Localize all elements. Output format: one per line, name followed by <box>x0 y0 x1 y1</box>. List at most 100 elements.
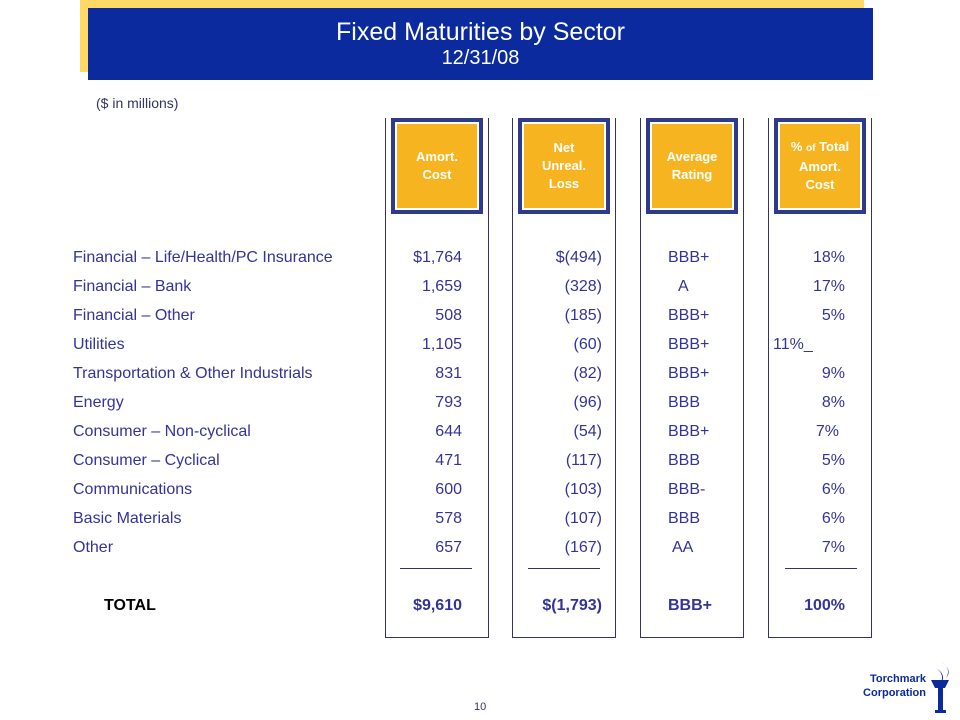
header-pct-total-line1: % of Total <box>790 139 850 154</box>
sector-label: Utilities <box>73 336 125 353</box>
rating-value: BBB <box>668 510 701 527</box>
rating-value: BBB+ <box>668 365 710 382</box>
company-name-line2: Corporation <box>863 687 926 699</box>
table-row: Energy 793 (96) BBB 8% <box>0 394 960 418</box>
sector-label: Transportation & Other Industrials <box>73 365 313 382</box>
sector-label: Consumer – Cyclical <box>73 452 220 469</box>
table-row: Financial – Life/Health/PC Insurance $1,7… <box>0 249 960 273</box>
net-unreal-loss-value: (54) <box>573 423 602 440</box>
rating-value: BBB+ <box>668 249 710 266</box>
table-row: Basic Materials 578 (107) BBB 6% <box>0 510 960 534</box>
pct-total-value: 5% <box>821 452 845 469</box>
amort-cost-value: 644 <box>435 423 462 440</box>
amort-cost-value: 1,659 <box>421 278 462 295</box>
header-amort-cost: Amort. Cost <box>391 118 483 214</box>
header-amort-cost-line2: Cost <box>422 167 452 182</box>
sector-label: Financial – Other <box>73 307 195 324</box>
header-pct-total-line2: Amort. <box>799 159 841 174</box>
pct-total-value: 7% <box>815 423 839 440</box>
pct-total-value: 18% <box>812 249 845 266</box>
rating-value: AA <box>672 539 694 556</box>
amort-cost-value: 508 <box>435 307 462 324</box>
company-name: Torchmark Corporation <box>863 672 926 700</box>
sector-label: Financial – Life/Health/PC Insurance <box>73 249 333 266</box>
sector-label: Communications <box>73 481 193 498</box>
net-unreal-loss-value: (167) <box>564 539 602 556</box>
pct-total-value: 9% <box>821 365 845 382</box>
header-amort-cost-line1: Amort. <box>416 149 458 164</box>
amort-cost-value: 600 <box>435 481 462 498</box>
company-name-line1: Torchmark <box>869 673 926 685</box>
pct-total-value: 8% <box>821 394 845 411</box>
column-frame-average-rating <box>640 118 744 638</box>
rating-value: A <box>678 278 689 295</box>
table-row: Transportation & Other Industrials 831 (82… <box>0 365 960 389</box>
amort-cost-value: 793 <box>435 394 462 411</box>
total-row: TOTAL $9,610 $(1,793) BBB+ 100% <box>0 597 960 621</box>
total-label: TOTAL <box>104 597 156 614</box>
amort-cost-value: 657 <box>435 539 462 556</box>
table-row: Utilities 1,105 (60) BBB+ 11%_ <box>0 336 960 360</box>
sum-rule-net-unreal-loss <box>528 568 600 569</box>
header-average-rating: Average Rating <box>646 118 738 214</box>
header-average-rating-line2: Rating <box>671 167 713 182</box>
sector-label: Basic Materials <box>73 510 182 527</box>
pct-total-value: 5% <box>821 307 845 324</box>
pct-total-value: 17% <box>812 278 845 295</box>
column-frame-amort-cost <box>385 118 489 638</box>
sum-rule-pct-total <box>785 568 857 569</box>
pct-total-value: 11%_ <box>773 336 813 353</box>
header-pct-total-line3: Cost <box>805 177 835 192</box>
net-unreal-loss-value: (328) <box>564 278 602 295</box>
table-row: Financial – Other 508 (185) BBB+ 5% <box>0 307 960 331</box>
total-amort-cost: $9,610 <box>413 597 462 614</box>
net-unreal-loss-value: (185) <box>564 307 602 324</box>
rating-value: BBB+ <box>668 307 710 324</box>
header-net-unreal-loss-line3: Loss <box>548 176 580 191</box>
header-pct-total: % of Total Amort. Cost <box>774 118 866 214</box>
amort-cost-value: 578 <box>435 510 462 527</box>
table-row: Consumer – Cyclical 471 (117) BBB 5% <box>0 452 960 476</box>
sum-rule-amort-cost <box>400 568 472 569</box>
table-row: Consumer – Non-cyclical 644 (54) BBB+ 7% <box>0 423 960 447</box>
amort-cost-value: 1,105 <box>421 336 462 353</box>
net-unreal-loss-value: (103) <box>564 481 602 498</box>
page-title: Fixed Maturities by Sector <box>336 18 625 46</box>
header-net-unreal-loss-line2: Unreal. <box>541 158 587 173</box>
net-unreal-loss-value: (60) <box>573 336 602 353</box>
sector-label: Consumer – Non-cyclical <box>73 423 251 440</box>
net-unreal-loss-value: (82) <box>573 365 602 382</box>
total-pct: 100% <box>804 597 845 614</box>
torch-icon <box>931 662 949 713</box>
net-unreal-loss-value: (117) <box>565 452 602 469</box>
rating-value: BBB+ <box>668 423 710 440</box>
net-unreal-loss-value: $(494) <box>555 249 602 266</box>
header-average-rating-line1: Average <box>666 149 718 164</box>
column-frame-net-unreal-loss <box>512 118 616 638</box>
net-unreal-loss-value: (107) <box>564 510 602 527</box>
title-banner: Fixed Maturities by Sector 12/31/08 <box>88 8 873 80</box>
total-rating: BBB+ <box>668 597 713 614</box>
amort-cost-value: $1,764 <box>413 249 462 266</box>
rating-value: BBB <box>668 394 701 411</box>
sector-label: Energy <box>73 394 124 411</box>
amort-cost-value: 831 <box>435 365 462 382</box>
pct-total-value: 6% <box>821 481 845 498</box>
rating-value: BBB <box>668 452 701 469</box>
table-row: Financial – Bank 1,659 (328) A 17% <box>0 278 960 302</box>
rating-value: BBB+ <box>668 336 710 353</box>
pct-total-value: 7% <box>821 539 845 556</box>
header-net-unreal-loss-line1: Net <box>553 140 575 155</box>
page-subtitle: 12/31/08 <box>441 47 520 69</box>
table-row: Other 657 (167) AA 7% <box>0 539 960 563</box>
rating-value: BBB- <box>668 481 706 498</box>
table-row: Communications 600 (103) BBB- 6% <box>0 481 960 505</box>
net-unreal-loss-value: (96) <box>573 394 602 411</box>
sector-label: Other <box>73 539 114 556</box>
page-number: 10 <box>474 701 487 713</box>
amort-cost-value: 471 <box>435 452 462 469</box>
sector-label: Financial – Bank <box>73 278 192 295</box>
units-note: ($ in millions) <box>96 95 179 111</box>
header-net-unreal-loss: Net Unreal. Loss <box>518 118 610 214</box>
total-net-unreal-loss: $(1,793) <box>542 597 602 614</box>
